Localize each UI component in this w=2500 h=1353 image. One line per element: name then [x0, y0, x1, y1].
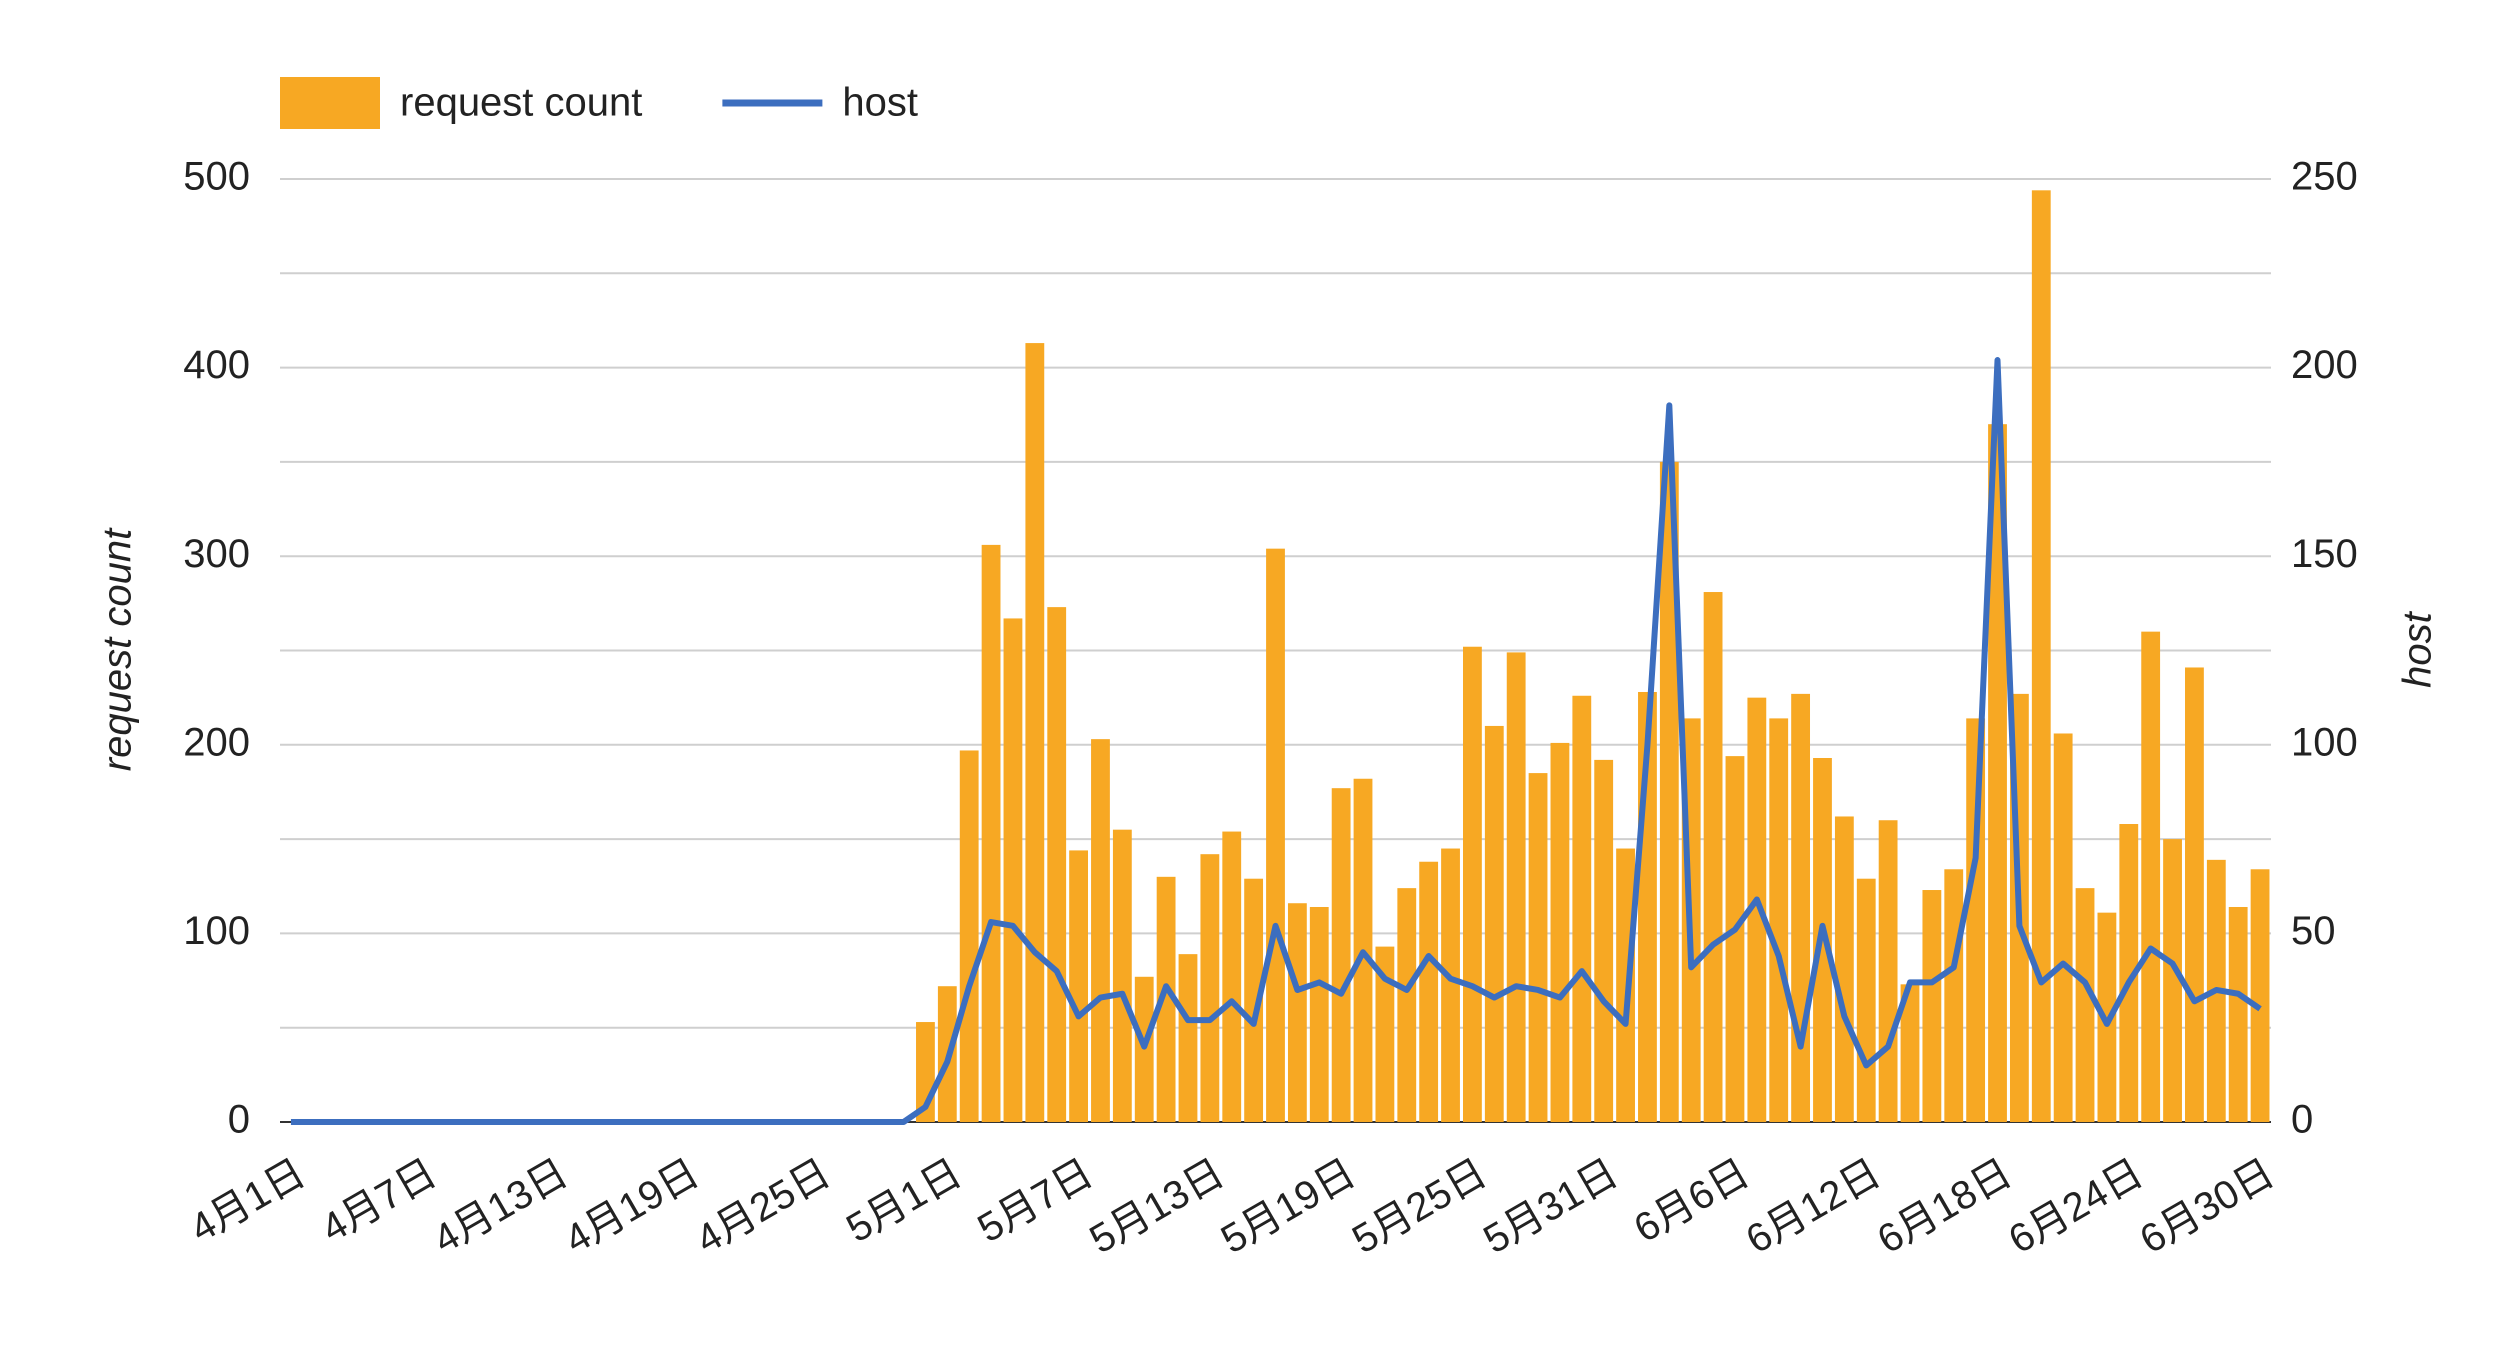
legend-label: request count	[400, 81, 642, 125]
y2-tick-label: 50	[2291, 909, 2336, 953]
bar	[1419, 861, 1439, 1122]
bar	[1463, 646, 1482, 1122]
bar	[959, 750, 979, 1122]
bar	[1769, 718, 1789, 1122]
x-tick-label: 5月1日	[839, 1151, 969, 1251]
y-tick-label: 100	[183, 909, 250, 953]
bar	[1944, 869, 1964, 1122]
y2-axis-title: host	[2396, 610, 2440, 687]
bar	[2250, 869, 2270, 1122]
bar	[1616, 848, 1635, 1122]
bar	[2228, 906, 2248, 1122]
bar	[2075, 888, 2095, 1122]
x-tick-label: 5月31日	[1476, 1151, 1625, 1262]
x-tick-label: 4月7日	[314, 1151, 444, 1251]
y-tick-label: 200	[183, 720, 250, 764]
bar	[1200, 854, 1220, 1122]
bar	[1659, 461, 1679, 1122]
bar	[1091, 739, 1110, 1122]
bar	[1287, 903, 1307, 1122]
bar	[1703, 592, 1723, 1122]
bar	[1856, 878, 1876, 1122]
bar	[1506, 652, 1526, 1122]
bar	[1025, 343, 1045, 1122]
bar	[1266, 548, 1285, 1122]
bar	[1572, 695, 1592, 1122]
bar	[1594, 759, 1614, 1122]
x-tick-label: 4月13日	[426, 1151, 575, 1262]
bar	[1922, 890, 1942, 1122]
y-tick-label: 400	[183, 343, 250, 387]
bar	[1178, 954, 1198, 1122]
y-tick-label: 0	[228, 1098, 250, 1142]
bar	[1791, 693, 1811, 1122]
bar	[2031, 190, 2051, 1123]
bar	[2141, 631, 2161, 1122]
bar	[1747, 697, 1767, 1122]
bar	[1397, 888, 1417, 1122]
bar	[1003, 618, 1023, 1122]
y-tick-label: 300	[183, 532, 250, 576]
x-tick-label: 5月7日	[971, 1151, 1101, 1251]
x-tick-label: 4月19日	[557, 1151, 706, 1262]
bar	[1441, 848, 1460, 1122]
bar	[1112, 829, 1132, 1122]
line	[290, 357, 2262, 1125]
bar	[1528, 773, 1548, 1122]
y2-tick-label: 250	[2291, 155, 2358, 199]
bar	[1047, 607, 1067, 1122]
x-tick-label: 6月24日	[2001, 1151, 2150, 1262]
x-tick-label: 6月6日	[1627, 1151, 1757, 1251]
bar	[1156, 876, 1176, 1122]
bar	[1900, 984, 1920, 1122]
x-tick-label: 6月30日	[2133, 1151, 2282, 1262]
bar	[1309, 906, 1329, 1122]
bar	[1966, 718, 1986, 1122]
x-tick-label: 6月12日	[1739, 1151, 1888, 1262]
y2-tick-label: 200	[2291, 343, 2358, 387]
x-tick-label: 6月18日	[1870, 1151, 2019, 1262]
bar	[1375, 946, 1395, 1122]
bar	[1244, 878, 1264, 1122]
bar	[2053, 733, 2073, 1122]
x-tick-label: 5月25日	[1345, 1151, 1494, 1262]
bar	[1988, 424, 2007, 1122]
bar	[2097, 912, 2117, 1122]
bar	[2119, 824, 2139, 1122]
x-tick-label: 4月25日	[689, 1151, 838, 1262]
bar	[1331, 788, 1351, 1122]
bar	[1878, 820, 1898, 1122]
x-tick-label: 5月19日	[1214, 1151, 1363, 1262]
y2-tick-label: 0	[2291, 1098, 2313, 1142]
y-axis-title: request count	[96, 527, 140, 771]
bar	[2185, 667, 2204, 1122]
bar	[1484, 725, 1504, 1122]
bar	[981, 544, 1001, 1122]
bar	[2163, 839, 2182, 1122]
y2-tick-label: 150	[2291, 532, 2358, 576]
bar	[1069, 850, 1088, 1122]
bar	[1834, 816, 1854, 1122]
x-tick-label: 5月13日	[1083, 1151, 1232, 1262]
y-tick-label: 500	[183, 155, 250, 199]
bar	[1550, 742, 1570, 1122]
legend-swatch	[280, 77, 380, 129]
bar	[1725, 756, 1745, 1122]
y2-tick-label: 100	[2291, 720, 2358, 764]
bar	[1222, 831, 1242, 1122]
legend-label: host	[842, 81, 918, 125]
x-tick-label: 4月1日	[183, 1151, 313, 1251]
